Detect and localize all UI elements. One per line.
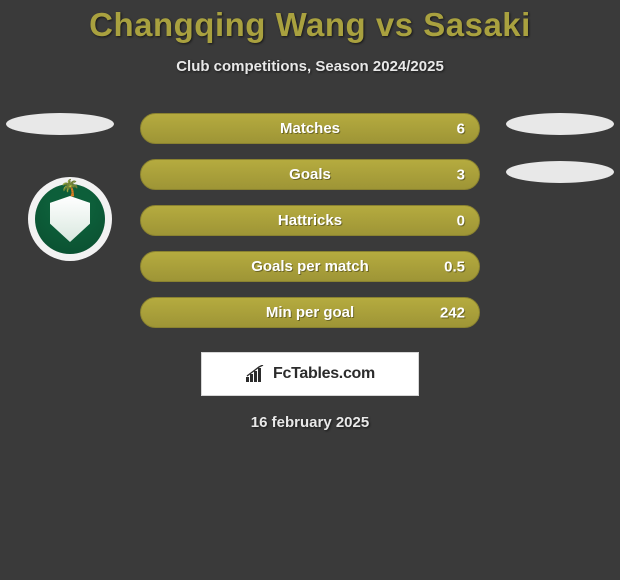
comparison-card: Changqing Wang vs Sasaki Club competitio… [0, 0, 620, 431]
brand-footer[interactable]: FcTables.com [201, 352, 419, 396]
club-badge-left-icon: 🌴 [28, 177, 112, 261]
stat-row-goals: Goals 3 [140, 159, 480, 190]
shield-icon [50, 196, 90, 242]
stat-label: Matches [280, 120, 340, 137]
stat-value-right: 0.5 [444, 258, 465, 275]
page-title: Changqing Wang vs Sasaki [0, 6, 620, 44]
player-placeholder-right-icon [506, 113, 614, 135]
stat-row-matches: Matches 6 [140, 113, 480, 144]
stat-label: Hattricks [278, 212, 342, 229]
subtitle: Club competitions, Season 2024/2025 [0, 58, 620, 75]
stat-value-right: 6 [457, 120, 465, 137]
bars-chart-icon [245, 365, 267, 383]
brand-text: FcTables.com [273, 365, 375, 383]
player-placeholder-left-icon [6, 113, 114, 135]
stat-value-right: 0 [457, 212, 465, 229]
stat-row-gpm: Goals per match 0.5 [140, 251, 480, 282]
stat-value-right: 3 [457, 166, 465, 183]
stat-row-mpg: Min per goal 242 [140, 297, 480, 328]
stat-label: Min per goal [266, 304, 354, 321]
stat-value-right: 242 [440, 304, 465, 321]
stat-label: Goals [289, 166, 331, 183]
palm-tree-icon: 🌴 [60, 178, 80, 198]
date-label: 16 february 2025 [0, 414, 620, 431]
stats-area: 🌴 Matches 6 Goals 3 Hattricks 0 Goals pe… [0, 113, 620, 328]
stat-row-hattricks: Hattricks 0 [140, 205, 480, 236]
stat-label: Goals per match [251, 258, 369, 275]
player-placeholder-right2-icon [506, 161, 614, 183]
